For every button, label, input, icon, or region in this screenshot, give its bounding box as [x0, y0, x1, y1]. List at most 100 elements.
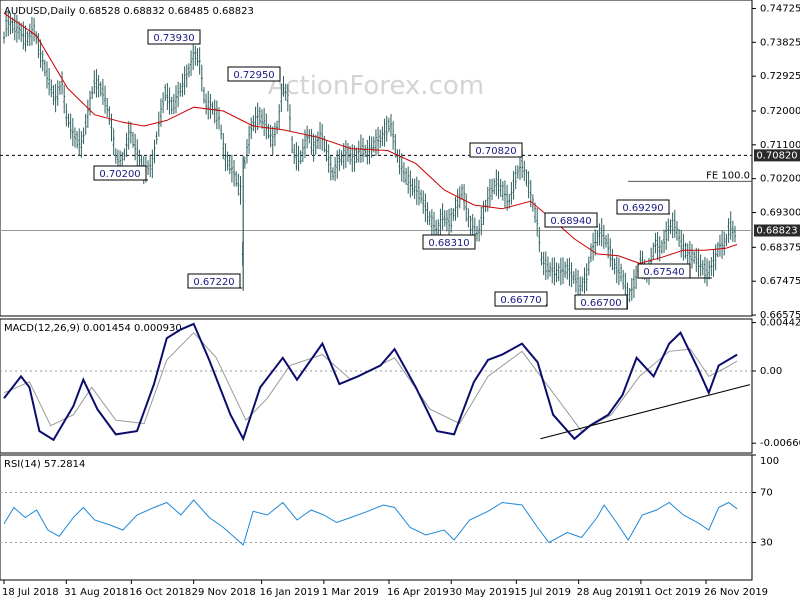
price-bar [312, 133, 315, 162]
price-bar [63, 84, 66, 114]
price-annotation: 0.66700 [574, 294, 628, 310]
macd-y-tick-label: 0.00 [760, 366, 782, 377]
price-bar [589, 243, 592, 263]
rsi-line [3, 499, 738, 546]
price-bar [671, 212, 674, 239]
price-bar [353, 145, 356, 172]
macd-line [3, 322, 738, 442]
price-bar [542, 251, 545, 276]
price-bar [632, 269, 635, 298]
price-bar [177, 81, 180, 108]
price-bar [316, 131, 319, 150]
price-y-tick-label: 0.74725 [760, 3, 800, 14]
price-bar [691, 243, 693, 269]
price-bar [493, 178, 496, 195]
price-bar [615, 256, 618, 284]
price-bar [529, 180, 532, 208]
price-bar [721, 230, 724, 259]
price-annotation-box [187, 273, 241, 289]
price-bar [549, 262, 552, 277]
price-bar [194, 45, 197, 66]
price-bar [546, 256, 549, 280]
price-bar [304, 129, 306, 159]
price-bar [54, 84, 57, 113]
price-y-tick-label: 0.70200 [760, 174, 800, 185]
price-bar [527, 171, 530, 199]
price-bar [26, 31, 29, 46]
price-bar [486, 186, 489, 212]
price-bar [611, 248, 614, 271]
price-annotation: 0.66770 [494, 291, 548, 307]
price-bar [9, 12, 12, 35]
price-bar [628, 287, 631, 303]
price-bar [426, 202, 429, 225]
price-bar [344, 140, 347, 169]
price-bar [323, 135, 326, 153]
price-bar [226, 151, 229, 171]
price-annotation-box [469, 142, 523, 158]
price-bar [329, 155, 332, 181]
price-bar [295, 142, 298, 171]
price-bar [108, 106, 111, 125]
price-bar [620, 263, 623, 282]
price-bar [568, 257, 571, 287]
price-bar [398, 149, 401, 175]
price-bar [424, 193, 427, 223]
price-bar [265, 113, 268, 140]
price-bar [514, 165, 517, 190]
price-bar [278, 104, 281, 130]
price-bar [669, 219, 672, 234]
price-bar [456, 188, 459, 218]
x-tick-label: 11 Oct 2019 [639, 587, 701, 598]
price-bar [370, 136, 373, 158]
price-bar [297, 145, 300, 172]
rsi-y-tick-label: 100 [760, 456, 779, 467]
price-bar [306, 125, 309, 149]
price-bar [562, 257, 564, 284]
price-bar [596, 230, 599, 246]
price-annotation: 0.67540 [637, 263, 712, 279]
x-tick-label: 30 May 2019 [449, 587, 514, 598]
price-bar [460, 184, 463, 200]
price-annotation-box [227, 66, 281, 82]
price-bar [551, 257, 554, 284]
price-bar [52, 84, 55, 106]
price-bar [112, 128, 115, 156]
price-bar [286, 84, 289, 112]
price-bar [439, 208, 442, 237]
price-bar [392, 121, 395, 150]
price-bar [374, 129, 377, 156]
price-bar [443, 210, 446, 227]
price-bar [37, 33, 40, 59]
price-annotation-label: 0.68940 [550, 216, 591, 227]
price-bar [336, 150, 339, 179]
price-bar [525, 169, 528, 187]
price-y-tick-label: 0.67475 [760, 276, 800, 287]
price-bar [93, 70, 96, 95]
price-bar [202, 87, 205, 104]
price-y-tick-label: 0.66575 [760, 310, 800, 321]
price-annotation-box [147, 29, 201, 45]
price-bar [308, 129, 311, 144]
price-bar [48, 68, 51, 96]
x-tick-label: 26 Nov 2019 [704, 587, 768, 598]
macd-panel-frame [0, 318, 753, 454]
price-bar [555, 262, 558, 283]
price-bar [267, 123, 270, 139]
macd-trendline [540, 384, 751, 440]
price-panel: ActionForex.com AUDUSD,Daily 0.68528 0.6… [0, 0, 800, 321]
price-bar [467, 208, 470, 228]
price-bar [508, 194, 511, 209]
price-bar [340, 150, 343, 166]
price-bar [675, 220, 678, 241]
price-bar [65, 103, 68, 127]
price-bar [252, 115, 255, 132]
price-bar [41, 50, 44, 72]
price-bar [125, 132, 128, 158]
price-annotation-box [637, 263, 691, 279]
price-bar [411, 178, 414, 196]
price-bar [129, 121, 132, 144]
price-bar [222, 133, 225, 160]
price-bar [583, 267, 586, 294]
price-bar [364, 144, 367, 158]
